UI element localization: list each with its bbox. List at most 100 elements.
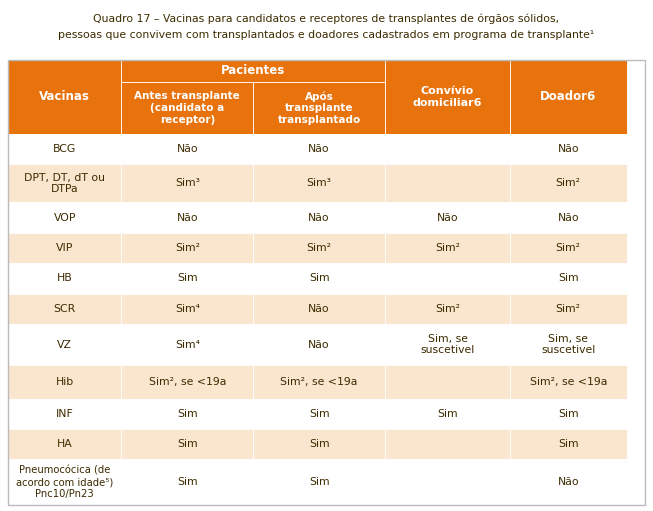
Bar bbox=[385, 60, 510, 134]
Bar bbox=[8, 165, 121, 202]
Text: SCR: SCR bbox=[54, 304, 76, 314]
Bar bbox=[8, 429, 121, 459]
Bar bbox=[8, 60, 645, 505]
Text: VOP: VOP bbox=[54, 213, 76, 223]
Text: Sim: Sim bbox=[558, 409, 579, 419]
Text: Sim²: Sim² bbox=[435, 243, 460, 253]
Bar bbox=[121, 165, 253, 202]
Text: Não: Não bbox=[176, 144, 198, 154]
Text: Não: Não bbox=[558, 477, 579, 487]
Text: Doador6: Doador6 bbox=[540, 90, 596, 104]
Text: Sim²: Sim² bbox=[556, 178, 581, 189]
Text: Sim: Sim bbox=[558, 273, 579, 284]
Text: Sim², se <19a: Sim², se <19a bbox=[281, 377, 358, 387]
Text: Sim²: Sim² bbox=[435, 304, 460, 314]
Text: Sim: Sim bbox=[309, 439, 330, 449]
Bar bbox=[510, 324, 626, 365]
Text: Sim: Sim bbox=[309, 273, 330, 284]
Bar bbox=[8, 60, 121, 134]
Text: Sim: Sim bbox=[177, 477, 198, 487]
Bar bbox=[510, 429, 626, 459]
Bar bbox=[8, 459, 121, 505]
Bar bbox=[121, 233, 253, 263]
Text: Não: Não bbox=[437, 213, 458, 223]
Bar bbox=[253, 294, 385, 324]
Text: Sim: Sim bbox=[309, 409, 330, 419]
Text: Sim²: Sim² bbox=[556, 243, 581, 253]
Bar bbox=[253, 134, 385, 165]
Bar bbox=[385, 263, 510, 294]
Text: Sim²: Sim² bbox=[307, 243, 332, 253]
Bar bbox=[121, 202, 253, 233]
Bar bbox=[121, 60, 385, 82]
Bar bbox=[253, 202, 385, 233]
Text: Sim: Sim bbox=[177, 439, 198, 449]
Text: DPT, DT, dT ou
DTPa: DPT, DT, dT ou DTPa bbox=[24, 173, 105, 194]
Bar bbox=[510, 459, 626, 505]
Bar bbox=[253, 399, 385, 429]
Bar bbox=[8, 202, 121, 233]
Bar bbox=[121, 134, 253, 165]
Text: Não: Não bbox=[558, 144, 579, 154]
Text: Sim², se <19a: Sim², se <19a bbox=[530, 377, 607, 387]
Bar bbox=[253, 365, 385, 399]
Bar bbox=[8, 263, 121, 294]
Text: Sim²: Sim² bbox=[175, 243, 200, 253]
Bar bbox=[510, 263, 626, 294]
Text: Sim: Sim bbox=[438, 409, 458, 419]
Bar bbox=[510, 233, 626, 263]
Text: Sim: Sim bbox=[177, 273, 198, 284]
Text: Convívio
domiciliar6: Convívio domiciliar6 bbox=[413, 86, 483, 108]
Bar bbox=[253, 324, 385, 365]
Bar bbox=[8, 134, 121, 165]
Bar bbox=[385, 429, 510, 459]
Text: Não: Não bbox=[308, 213, 330, 223]
Bar bbox=[385, 399, 510, 429]
Bar bbox=[8, 324, 121, 365]
Bar bbox=[510, 134, 626, 165]
Text: Não: Não bbox=[308, 304, 330, 314]
Text: Quadro 17 – Vacinas para candidatos e receptores de transplantes de órgãos sólid: Quadro 17 – Vacinas para candidatos e re… bbox=[93, 14, 560, 25]
Bar bbox=[8, 233, 121, 263]
Text: BCG: BCG bbox=[53, 144, 76, 154]
Text: Não: Não bbox=[308, 144, 330, 154]
Bar bbox=[8, 294, 121, 324]
Text: Sim, se
suscetivel: Sim, se suscetivel bbox=[541, 334, 596, 355]
Text: Pacientes: Pacientes bbox=[221, 64, 285, 78]
Text: Sim²: Sim² bbox=[556, 304, 581, 314]
Text: HA: HA bbox=[57, 439, 72, 449]
Bar bbox=[385, 294, 510, 324]
Bar bbox=[121, 459, 253, 505]
Bar bbox=[385, 365, 510, 399]
Bar bbox=[385, 324, 510, 365]
Bar bbox=[8, 365, 121, 399]
Bar bbox=[8, 399, 121, 429]
Text: Após
transplante
transplantado: Após transplante transplantado bbox=[278, 91, 361, 125]
Text: VIP: VIP bbox=[56, 243, 73, 253]
Text: Sim⁴: Sim⁴ bbox=[175, 340, 200, 350]
Text: Não: Não bbox=[308, 340, 330, 350]
Bar bbox=[253, 165, 385, 202]
Text: Não: Não bbox=[176, 213, 198, 223]
Text: Sim: Sim bbox=[177, 409, 198, 419]
Bar bbox=[121, 82, 253, 134]
Text: Hib: Hib bbox=[56, 377, 74, 387]
Bar bbox=[253, 459, 385, 505]
Bar bbox=[121, 294, 253, 324]
Bar bbox=[510, 202, 626, 233]
Bar bbox=[121, 365, 253, 399]
Text: Sim³: Sim³ bbox=[307, 178, 332, 189]
Bar bbox=[510, 365, 626, 399]
Text: Sim: Sim bbox=[309, 477, 330, 487]
Bar bbox=[253, 82, 385, 134]
Text: pessoas que convivem com transplantados e doadores cadastrados em programa de tr: pessoas que convivem com transplantados … bbox=[58, 30, 595, 40]
Text: Antes transplante
(candidato a
receptor): Antes transplante (candidato a receptor) bbox=[135, 91, 240, 125]
Text: INF: INF bbox=[56, 409, 74, 419]
Bar bbox=[510, 294, 626, 324]
Text: Sim², se <19a: Sim², se <19a bbox=[149, 377, 226, 387]
Text: HB: HB bbox=[57, 273, 72, 284]
Bar bbox=[121, 324, 253, 365]
Bar bbox=[253, 263, 385, 294]
Bar bbox=[121, 263, 253, 294]
Text: Sim⁴: Sim⁴ bbox=[175, 304, 200, 314]
